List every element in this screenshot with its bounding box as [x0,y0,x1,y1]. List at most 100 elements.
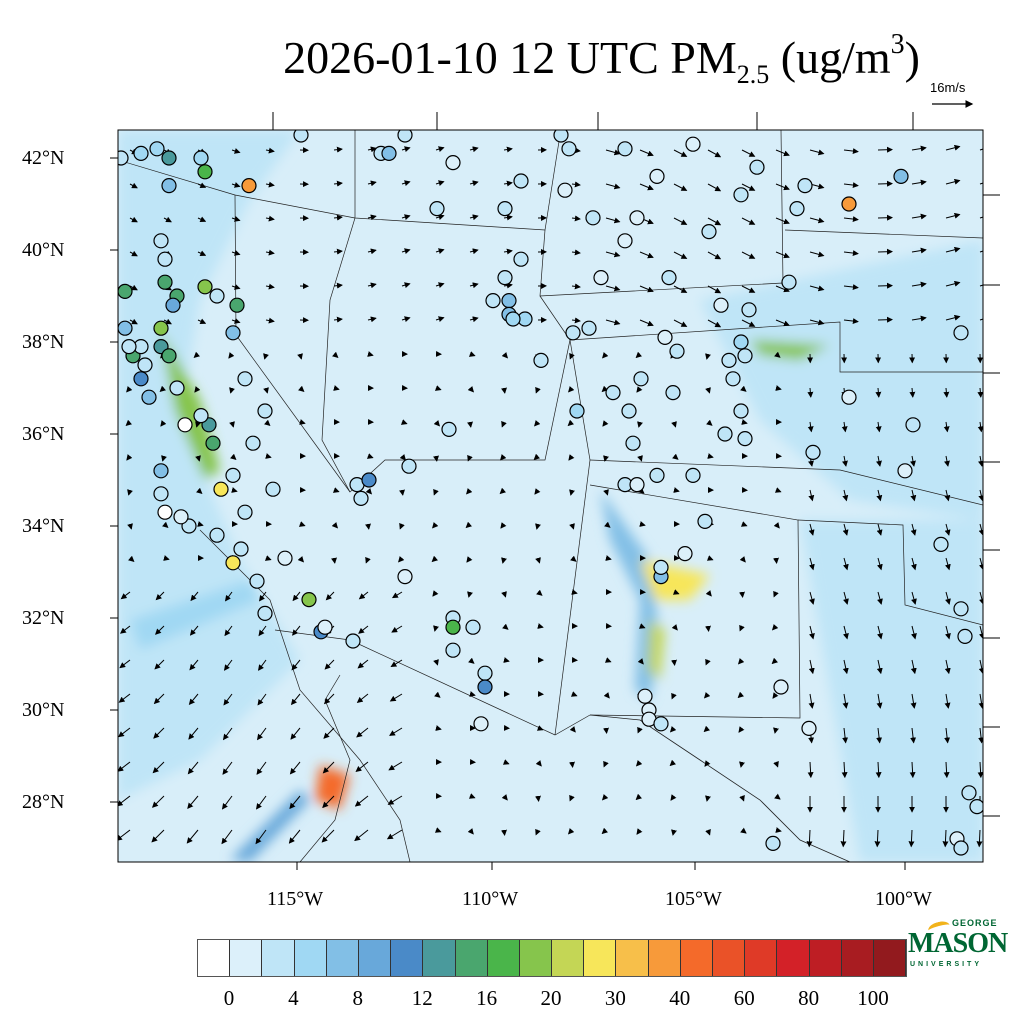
station-marker[interactable] [617,233,633,249]
station-marker[interactable] [721,352,737,368]
station-marker[interactable] [225,325,241,341]
station-marker[interactable] [157,504,173,520]
station-marker[interactable] [617,141,633,157]
station-marker[interactable] [245,435,261,451]
station-marker[interactable] [161,178,177,194]
station-marker[interactable] [513,251,529,267]
station-marker[interactable] [501,293,517,309]
station-marker[interactable] [445,155,461,171]
station-marker[interactable] [513,173,529,189]
station-marker[interactable] [581,320,597,336]
station-marker[interactable] [197,164,213,180]
station-marker[interactable] [733,187,749,203]
station-marker[interactable] [169,380,185,396]
station-marker[interactable] [649,168,665,184]
station-marker[interactable] [749,159,765,175]
station-marker[interactable] [741,302,757,318]
station-marker[interactable] [953,840,969,856]
station-marker[interactable] [701,224,717,240]
station-marker[interactable] [137,357,153,373]
station-marker[interactable] [789,201,805,217]
station-marker[interactable] [249,573,265,589]
station-marker[interactable] [665,385,681,401]
station-marker[interactable] [317,619,333,635]
station-marker[interactable] [237,371,253,387]
station-marker[interactable] [153,463,169,479]
station-marker[interactable] [561,141,577,157]
station-marker[interactable] [733,403,749,419]
station-marker[interactable] [213,481,229,497]
station-marker[interactable] [133,371,149,387]
station-marker[interactable] [445,619,461,635]
station-marker[interactable] [605,385,621,401]
station-marker[interactable] [677,545,693,562]
station-marker[interactable] [118,320,133,336]
station-marker[interactable] [225,555,241,571]
station-marker[interactable] [233,541,249,557]
station-marker[interactable] [277,550,293,566]
station-marker[interactable] [505,311,521,327]
station-marker[interactable] [897,463,913,479]
station-marker[interactable] [257,605,273,622]
station-marker[interactable] [237,504,253,520]
station-marker[interactable] [737,431,753,447]
station-marker[interactable] [653,559,669,576]
station-marker[interactable] [953,325,969,341]
station-marker[interactable] [801,720,817,737]
station-marker[interactable] [805,444,821,460]
station-marker[interactable] [841,196,857,212]
station-marker[interactable] [625,435,641,451]
station-marker[interactable] [569,403,585,419]
station-marker[interactable] [477,665,493,681]
station-marker[interactable] [957,628,973,645]
station-marker[interactable] [797,178,813,194]
station-marker[interactable] [209,288,225,304]
station-marker[interactable] [153,320,169,336]
station-marker[interactable] [301,591,317,608]
station-marker[interactable] [565,325,581,341]
station-marker[interactable] [114,150,129,166]
station-marker[interactable] [697,513,713,530]
station-marker[interactable] [669,343,685,359]
station-marker[interactable] [153,233,169,249]
station-marker[interactable] [553,128,569,143]
station-marker[interactable] [629,210,645,226]
station-marker[interactable] [293,128,309,143]
station-marker[interactable] [257,403,273,419]
station-marker[interactable] [225,467,241,483]
station-marker[interactable] [229,297,245,313]
station-marker[interactable] [557,182,573,198]
station-marker[interactable] [401,458,417,474]
station-marker[interactable] [485,293,501,309]
station-marker[interactable] [197,279,213,295]
station-marker[interactable] [713,297,729,313]
station-marker[interactable] [241,178,257,194]
station-marker[interactable] [685,467,701,483]
station-marker[interactable] [497,270,513,286]
station-marker[interactable] [661,270,677,286]
station-marker[interactable] [381,145,397,161]
station-marker[interactable] [893,168,909,184]
station-marker[interactable] [629,477,645,493]
station-marker[interactable] [441,421,457,437]
station-marker[interactable] [429,201,445,217]
station-marker[interactable] [361,472,377,488]
station-marker[interactable] [161,348,177,364]
station-marker[interactable] [118,283,133,299]
station-marker[interactable] [445,642,461,658]
station-marker[interactable] [841,389,857,405]
station-marker[interactable] [397,568,413,585]
station-marker[interactable] [933,536,949,553]
station-marker[interactable] [593,270,609,286]
station-marker[interactable] [345,633,361,649]
station-marker[interactable] [193,150,209,166]
station-marker[interactable] [781,274,797,290]
station-marker[interactable] [773,679,789,695]
station-marker[interactable] [733,334,749,350]
station-marker[interactable] [173,509,189,525]
station-marker[interactable] [149,141,165,157]
station-marker[interactable] [637,688,653,704]
station-marker[interactable] [765,835,781,852]
station-marker[interactable] [161,150,177,166]
station-marker[interactable] [209,527,225,543]
